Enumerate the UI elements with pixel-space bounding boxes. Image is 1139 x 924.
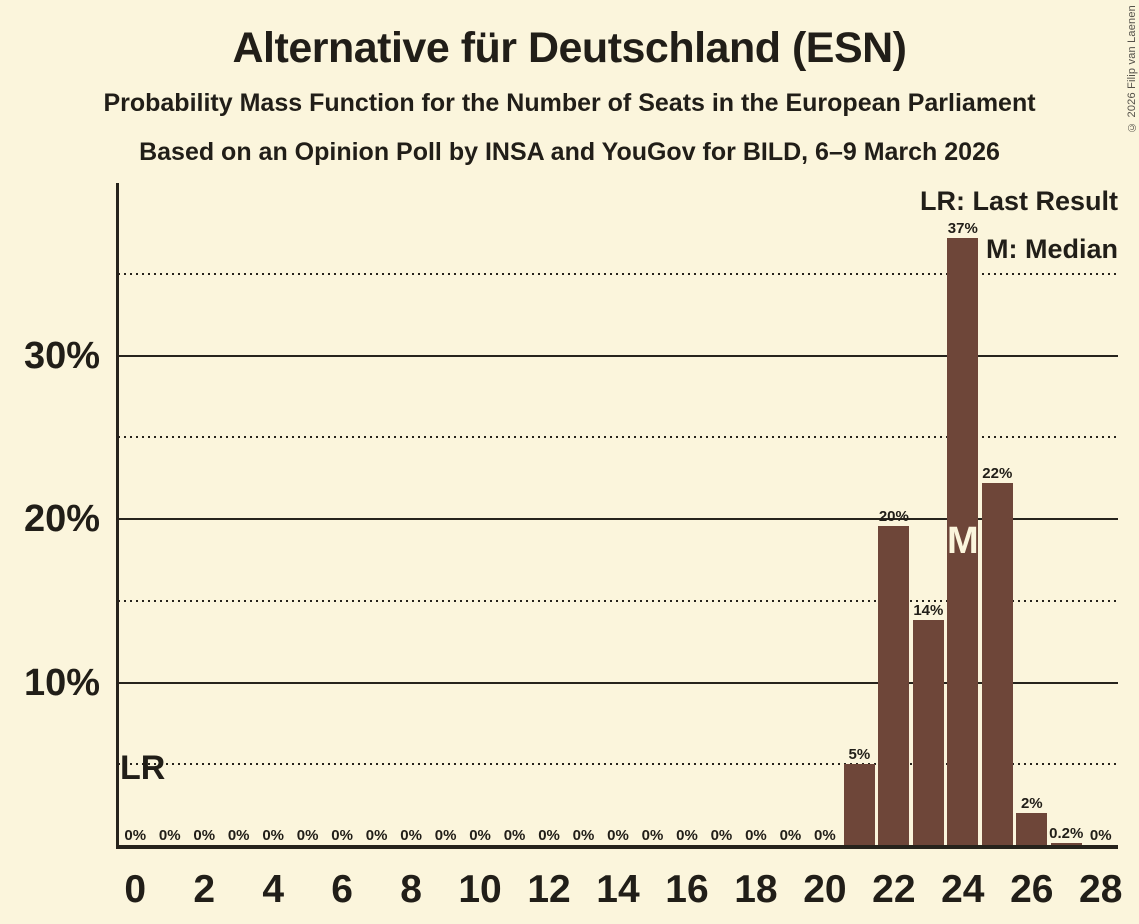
gridline-dotted-15pct <box>118 599 1118 602</box>
chart-title: Alternative für Deutschland (ESN) <box>232 24 908 72</box>
gridline-solid-20pct <box>118 518 1118 520</box>
bar-value-label-seat-18: 0% <box>745 827 767 844</box>
bar-value-label-seat-20: 0% <box>814 827 836 844</box>
gridline-dotted-5pct <box>118 763 1118 766</box>
bar-value-label-seat-15: 0% <box>641 827 664 844</box>
bar-value-label-seat-22: 20% <box>878 507 909 525</box>
legend-last-result: LR: Last Result <box>919 186 1118 216</box>
x-tick-label-seat-22: 22 <box>872 868 916 911</box>
bar-seat-25 <box>981 483 1013 845</box>
bar-value-label-seat-27: 0.2% <box>1049 824 1084 842</box>
bar-value-label-seat-3: 0% <box>227 827 250 844</box>
x-tick-label-seat-6: 6 <box>331 868 353 911</box>
bar-value-label-seat-2: 0% <box>193 827 216 844</box>
y-tick-label-30pct: 30% <box>23 334 100 377</box>
last-result-marker: LR <box>120 749 166 787</box>
x-tick-label-seat-2: 2 <box>193 868 216 911</box>
x-tick-label-seat-24: 24 <box>941 868 985 911</box>
bar-value-label-seat-23: 14% <box>913 602 944 620</box>
x-tick-label-seat-8: 8 <box>400 868 422 911</box>
bar-value-label-seat-6: 0% <box>331 827 353 844</box>
x-tick-label-seat-0: 0 <box>124 868 147 911</box>
bar-value-label-seat-25: 22% <box>982 465 1013 483</box>
x-tick-label-seat-10: 10 <box>458 868 502 911</box>
chart-subtitle-pmf: Probability Mass Function for the Number… <box>103 89 1036 117</box>
x-tick-label-seat-26: 26 <box>1010 868 1054 911</box>
bar-value-label-seat-11: 0% <box>503 827 526 844</box>
legend-median: M: Median <box>986 234 1118 264</box>
bar-value-label-seat-26: 2% <box>1020 795 1043 813</box>
bar-value-label-seat-14: 0% <box>607 827 629 844</box>
x-axis-line <box>116 845 1118 849</box>
bar-value-label-seat-5: 0% <box>296 827 319 844</box>
chart-subtitle-poll-source: Based on an Opinion Poll by INSA and You… <box>139 138 1000 166</box>
bar-value-label-seat-21: 5% <box>848 746 871 764</box>
bar-value-label-seat-8: 0% <box>400 827 422 844</box>
bar-seat-23 <box>912 620 944 845</box>
x-tick-label-seat-18: 18 <box>734 868 778 911</box>
bar-value-label-seat-17: 0% <box>710 827 733 844</box>
bar-value-label-seat-1: 0% <box>158 827 181 844</box>
gridline-solid-10pct <box>118 681 1118 684</box>
bar-value-label-seat-9: 0% <box>434 827 457 844</box>
y-tick-label-20pct: 20% <box>23 498 100 540</box>
gridline-solid-30pct <box>118 354 1118 357</box>
y-axis-line <box>116 183 119 848</box>
x-tick-label-seat-14: 14 <box>596 868 640 911</box>
bar-seat-21 <box>843 764 875 845</box>
bar-value-label-seat-0: 0% <box>124 827 147 844</box>
bar-seat-22 <box>878 525 910 845</box>
bar-value-label-seat-12: 0% <box>538 827 560 844</box>
median-marker: M <box>946 520 979 562</box>
bar-value-label-seat-28: 0% <box>1089 827 1112 844</box>
bar-seat-26 <box>1016 813 1048 845</box>
bar-seat-24 <box>947 237 979 845</box>
y-tick-label-10pct: 10% <box>23 661 100 704</box>
x-tick-label-seat-20: 20 <box>803 868 847 911</box>
bar-value-label-seat-16: 0% <box>676 827 698 844</box>
bar-seat-27 <box>1050 842 1082 845</box>
bar-value-label-seat-13: 0% <box>572 827 595 844</box>
bar-value-label-seat-24: 37% <box>947 219 978 237</box>
x-tick-label-seat-16: 16 <box>665 868 709 911</box>
x-tick-label-seat-12: 12 <box>527 868 571 911</box>
x-tick-label-seat-4: 4 <box>262 868 285 911</box>
bar-value-label-seat-19: 0% <box>779 827 802 844</box>
bar-value-label-seat-4: 0% <box>262 827 285 844</box>
x-tick-label-seat-28: 28 <box>1079 868 1123 911</box>
bar-value-label-seat-7: 0% <box>365 827 388 844</box>
gridline-dotted-35pct <box>118 272 1118 275</box>
bar-value-label-seat-10: 0% <box>469 827 491 844</box>
gridline-dotted-25pct <box>118 436 1118 439</box>
